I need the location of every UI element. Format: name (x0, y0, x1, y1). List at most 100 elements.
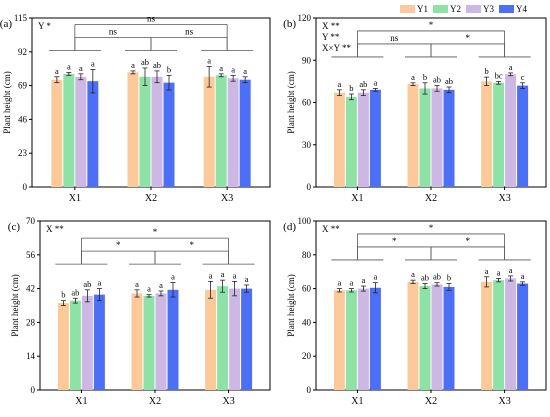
bar-y2 (139, 76, 151, 187)
significance-letter: a (243, 66, 247, 76)
significance-text: Y ** (322, 32, 340, 42)
significance-text: Y * (38, 21, 51, 31)
significance-letter: ab (421, 273, 429, 283)
bar-y4 (163, 82, 175, 187)
y-tick-label: 92 (18, 47, 27, 57)
bracket-label: ns (390, 33, 399, 43)
bracket-label: * (466, 33, 471, 43)
significance-letter: ab (83, 279, 91, 289)
bar-y4 (369, 287, 381, 390)
significance-letter: a (209, 270, 213, 280)
bar-y3 (227, 78, 239, 187)
significance-letter: b (61, 290, 65, 300)
bar-y2 (217, 286, 229, 390)
legend-item-y1: Y1 (400, 4, 428, 14)
significance-letter: a (67, 61, 71, 71)
significance-letter: a (231, 64, 235, 74)
x-tick-label: X3 (222, 396, 234, 407)
legend: Y1 Y2 Y3 Y4 (400, 1, 550, 17)
chart-panel-4: 0 20 40 60 80 100 Plant height (cm) (d) X ** X1 X2… (283, 216, 547, 407)
significance-letter: ab (433, 272, 441, 282)
bar-y4 (87, 81, 99, 187)
x-tick-label: X1 (351, 396, 363, 407)
significance-letter: a (485, 266, 489, 276)
significance-letter: a (159, 280, 163, 290)
bar-y4 (517, 283, 529, 390)
bar-y2 (69, 300, 81, 390)
y-axis-label: Plant height (cm) (2, 71, 12, 134)
significance-letter: b (167, 64, 171, 74)
significance-letter: a (207, 55, 211, 65)
significance-letter: a (362, 275, 366, 285)
legend-item-y2: Y2 (433, 4, 461, 14)
bar-y3 (155, 293, 167, 390)
significance-letter: ab (433, 75, 441, 85)
significance-text: X×Y ** (322, 43, 351, 53)
bar-y3 (431, 88, 443, 187)
y-tick-label: 115 (14, 13, 28, 23)
significance-letter: ab (71, 287, 79, 297)
significance-letter: a (79, 63, 83, 73)
y-tick-label: 0 (31, 385, 36, 395)
legend-item-y4: Y4 (499, 4, 527, 14)
significance-letter: a (411, 269, 415, 279)
significance-letter: a (219, 63, 223, 73)
bar-y3 (505, 278, 517, 390)
significance-letter: a (350, 278, 354, 288)
y-tick-label: 100 (298, 216, 312, 226)
significance-letter: a (135, 279, 139, 289)
y-tick-label: 60 (302, 98, 312, 108)
bar-y4 (167, 289, 179, 390)
y-tick-label: 90 (302, 55, 312, 65)
legend-label-y2: Y2 (450, 4, 461, 14)
bar-y1 (57, 303, 69, 390)
bar-y4 (239, 79, 251, 187)
bar-y1 (127, 72, 139, 187)
bar-y3 (81, 295, 93, 390)
legend-label-y3: Y3 (483, 4, 494, 14)
bar-y4 (517, 85, 529, 187)
significance-text: X ** (322, 21, 340, 31)
bracket-label: * (190, 240, 195, 250)
bar-y1 (333, 92, 345, 187)
legend-item-y3: Y3 (466, 4, 494, 14)
significance-letter: b (447, 273, 451, 283)
y-tick-label: 80 (302, 250, 312, 260)
bar-y1 (407, 281, 419, 390)
y-tick-label: 0 (307, 182, 312, 192)
x-tick-label: X1 (69, 193, 81, 204)
significance-letter: a (98, 278, 102, 288)
bar-y1 (205, 289, 217, 390)
significance-letter: a (497, 267, 501, 277)
bracket-label: * (153, 227, 158, 237)
y-tick-label: 0 (307, 385, 312, 395)
bar-y2 (345, 290, 357, 390)
legend-swatch-y4 (499, 5, 514, 13)
bar-y2 (419, 286, 431, 390)
significance-letter: a (374, 77, 378, 87)
y-tick-label: 40 (302, 317, 312, 327)
significance-letter: a (509, 265, 513, 275)
significance-letter: ab (445, 76, 453, 86)
bar-y1 (481, 81, 493, 187)
panel-label: (a) (0, 18, 12, 30)
bar-y3 (75, 76, 87, 187)
bar-y4 (443, 286, 455, 390)
chart-panel-3: 0 14 28 42 56 70 Plant height (cm) (c) X ** X1 X2 X… (8, 216, 271, 407)
bar-y2 (63, 73, 75, 187)
legend-label-y4: Y4 (516, 4, 527, 14)
x-tick-label: X3 (221, 193, 233, 204)
chart-panel-1: 0 23 46 69 92 115 Plant height (cm) (a) Y * X1 X2 X… (0, 13, 271, 204)
significance-text: X ** (322, 224, 340, 234)
bar-y2 (419, 88, 431, 187)
x-tick-label: X1 (351, 193, 363, 204)
bar-y1 (333, 290, 345, 390)
bracket-label: ns (109, 26, 118, 36)
bar-y1 (131, 293, 143, 390)
significance-letter: a (147, 284, 151, 294)
significance-letter: a (221, 269, 225, 279)
significance-letter: a (411, 72, 415, 82)
bracket-label: ns (185, 26, 194, 36)
x-tick-label: X2 (145, 193, 157, 204)
significance-letter: ab (141, 57, 149, 67)
